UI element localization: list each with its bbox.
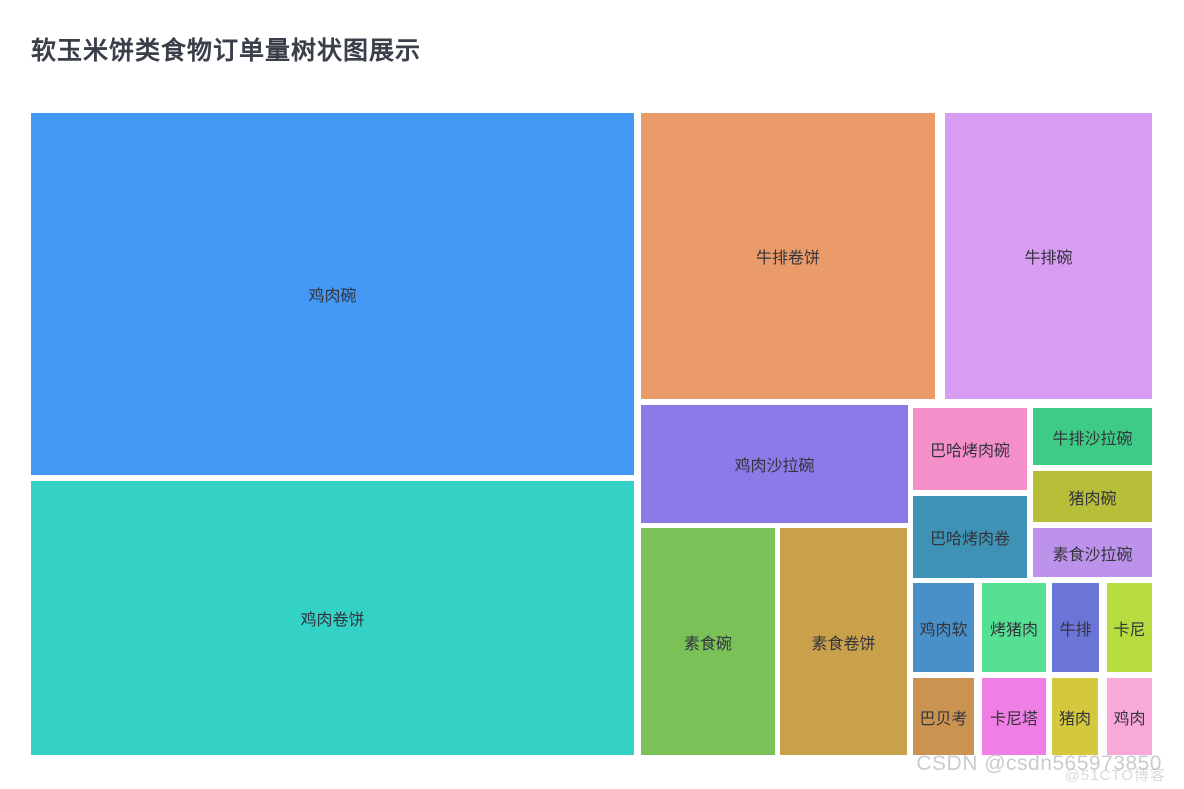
treemap-cell-label: 鸡肉 (1113, 710, 1146, 728)
treemap-cell-label: 巴哈烤肉卷 (929, 531, 1010, 548)
treemap-cell[interactable]: 素食卷饼 (780, 528, 907, 755)
treemap-cell[interactable]: 巴哈烤肉碗 (913, 408, 1027, 490)
treemap-cell-label: 鸡肉卷饼 (300, 612, 365, 629)
treemap-cell[interactable]: 鸡肉卷饼 (31, 481, 634, 755)
treemap-cell-label: 牛排沙拉碗 (1052, 430, 1133, 448)
treemap-cell[interactable]: 巴贝考 (913, 678, 974, 755)
treemap-cell[interactable]: 素食沙拉碗 (1033, 528, 1152, 577)
treemap-cell-label: 猪肉碗 (1068, 490, 1117, 508)
treemap-cell-label: 巴哈烤肉碗 (929, 443, 1010, 460)
page-title: 软玉米饼类食物订单量树状图展示 (31, 37, 422, 65)
treemap-cell[interactable]: 牛排碗 (945, 113, 1152, 399)
watermark-csdn: CSDN @csdn565973850 (916, 752, 1162, 775)
treemap-cell[interactable]: 素食碗 (641, 528, 775, 755)
treemap-cell[interactable]: 鸡肉沙拉碗 (641, 405, 908, 523)
treemap-cell[interactable]: 牛排沙拉碗 (1033, 408, 1152, 465)
treemap-chart: 鸡肉碗鸡肉卷饼 牛排卷饼 牛排碗鸡肉沙拉碗 巴哈烤肉碗 牛排沙拉碗猪肉碗巴哈烤肉卷素食沙… (31, 113, 1152, 755)
treemap-cell[interactable]: 猪肉 (1052, 678, 1098, 755)
treemap-cell-label: 素食沙拉碗 (1052, 546, 1133, 564)
treemap-cell-label: 牛排碗 (1024, 250, 1073, 267)
treemap-cell[interactable]: 烤猪肉 (982, 583, 1046, 672)
treemap-cell-label: 烤猪肉 (989, 621, 1038, 639)
treemap-cell[interactable]: 卡尼 (1107, 583, 1152, 672)
treemap-cell[interactable]: 鸡肉软 (913, 583, 974, 672)
watermark-51cto: @51CTO博客 (1064, 767, 1166, 784)
treemap-cell-label: 卡尼塔 (989, 710, 1038, 728)
treemap-cell-label: 猪肉 (1058, 710, 1091, 728)
treemap-cell-label: 巴贝考 (919, 710, 968, 728)
treemap-cell-label: 鸡肉沙拉碗 (734, 458, 815, 475)
treemap-cell[interactable]: 鸡肉碗 (31, 113, 634, 475)
treemap-cell-label: 素食卷饼 (811, 635, 876, 653)
treemap-cell[interactable]: 牛排 (1052, 583, 1099, 672)
treemap-cell-label: 鸡肉碗 (308, 288, 357, 305)
treemap-cell[interactable]: 卡尼塔 (982, 678, 1046, 755)
treemap-cell[interactable]: 牛排卷饼 (641, 113, 935, 399)
treemap-cell[interactable]: 巴哈烤肉卷 (913, 496, 1027, 578)
treemap-cell-label: 卡尼 (1113, 621, 1146, 639)
treemap-cell[interactable]: 猪肉碗 (1033, 471, 1152, 522)
treemap-cell-label: 鸡肉软 (919, 621, 968, 639)
treemap-cell-label: 牛排卷饼 (755, 250, 820, 267)
treemap-cell[interactable]: 鸡肉 (1107, 678, 1152, 755)
treemap-cell-label: 素食碗 (683, 635, 732, 653)
treemap-cell-label: 牛排 (1059, 621, 1092, 639)
